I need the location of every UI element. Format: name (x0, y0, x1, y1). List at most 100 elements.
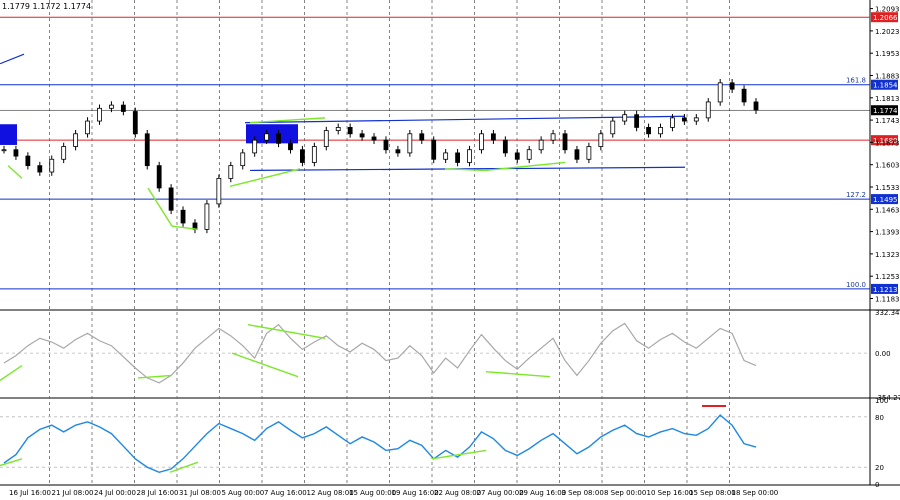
candle-body (37, 165, 43, 173)
candle-body (550, 133, 556, 141)
stoch-tick-label: 20 (875, 464, 884, 472)
candle-body (73, 133, 79, 147)
channel-upper-line (244, 115, 686, 124)
divergence-annotations (0, 53, 566, 473)
candle-body (204, 203, 210, 230)
stoch-tick-label: 0 (875, 481, 879, 489)
candle-body (1, 149, 7, 152)
stochastic-panel: 100 80 20 0 (3, 397, 888, 489)
stoch-divergence-line (169, 461, 199, 473)
candle-body (85, 120, 90, 135)
cci-line (3, 322, 757, 384)
fib-level-label: 127.2 (846, 191, 866, 199)
x-tick-label: 24 Jul 00:00 (94, 489, 136, 497)
y-tick-label: 1.2023 (875, 28, 900, 36)
fib-level-label: 100.0 (846, 281, 866, 289)
level-price-tag (871, 79, 898, 90)
candle-body (300, 149, 305, 163)
x-tick-label: 10 Sep 16:00 (647, 489, 694, 497)
candle-body (120, 104, 126, 112)
candle-body (347, 127, 353, 135)
y-tick-label: 1.1253 (875, 273, 900, 281)
cci-divergence-line (0, 364, 23, 381)
level-price-tag (871, 283, 898, 294)
candle-body (252, 139, 258, 154)
x-tick-label: 3 Sep 08:00 (562, 489, 604, 497)
price-series (1, 79, 759, 234)
x-tick-label: 29 Aug 16:00 (519, 489, 566, 497)
level-price-label: 1.2066 (873, 14, 898, 22)
candle-body (681, 117, 687, 122)
x-tick-label: 5 Aug 00:00 (222, 489, 265, 497)
x-tick-label: 18 Sep 00:00 (732, 489, 779, 497)
candle-body (490, 133, 496, 141)
candle-body (431, 139, 437, 160)
candle-body (514, 152, 520, 160)
candle-body (97, 107, 102, 122)
candle-body (693, 117, 699, 122)
candle-body (717, 82, 723, 103)
x-tick-label: 27 Aug 00:00 (477, 489, 524, 497)
cci-divergence-line (137, 374, 173, 379)
level-price-tag (871, 135, 898, 146)
y-tick-label: 1.1673 (875, 139, 900, 147)
candle-body (705, 101, 711, 119)
symbol-info: 1.1779 1.1772 1.1774 (2, 2, 91, 11)
cci-divergence-line (231, 352, 299, 378)
candle-body (264, 133, 270, 141)
candle-body (240, 152, 246, 167)
level-price-label: 1.1213 (873, 286, 898, 294)
level-price-tag (871, 12, 898, 23)
candle-body (574, 149, 580, 160)
level-price-label: 1.1680 (873, 137, 898, 145)
stoch-tick-label: 80 (875, 414, 884, 422)
y-tick-label: 1.1323 (875, 251, 900, 259)
candle-body (335, 127, 341, 132)
zone-box (0, 124, 17, 145)
candle-body (288, 142, 293, 151)
candle-body (526, 149, 532, 160)
candle-body (598, 133, 604, 147)
candle-body (383, 139, 389, 151)
divergence-line (484, 161, 566, 172)
axes: 16 Jul 16:00 21 Jul 08:00 24 Jul 00:00 28 J… (9, 6, 900, 497)
zone-box (246, 124, 298, 144)
candle-body (168, 187, 174, 211)
candle-body (729, 82, 735, 90)
candle-body (311, 146, 317, 163)
y-tick-label: 1.1533 (875, 184, 900, 192)
candle-body (132, 111, 138, 135)
cci-tick-label: 332.3467 (875, 309, 900, 317)
candle-body (228, 165, 234, 179)
x-tick-label: 15 Sep 08:00 (689, 489, 736, 497)
candle-body (371, 136, 377, 141)
candle-body (395, 149, 401, 154)
candle-body (753, 101, 759, 111)
fib-level-label: 161.8 (846, 77, 866, 85)
candle-body (61, 146, 67, 160)
y-tick-label: 1.1883 (875, 72, 900, 80)
candle-body (144, 133, 150, 167)
candle-body (407, 133, 413, 154)
x-tick-label: 16 Jul 16:00 (9, 489, 51, 497)
channel-lower-line (249, 166, 686, 172)
cci-divergence-line (247, 323, 326, 339)
candle-body (479, 133, 484, 151)
candle-body (276, 133, 281, 144)
stoch-tick-label: 100 (875, 397, 888, 405)
candle-body (323, 130, 329, 147)
candle-body (634, 114, 640, 128)
divergence-line (444, 168, 486, 172)
candle-body (109, 104, 114, 109)
stoch-divergence-line (0, 458, 23, 467)
y-tick-label: 1.1813 (875, 95, 900, 103)
cci-tick-label: 0.00 (875, 350, 891, 358)
candle-body (443, 152, 449, 160)
cci-panel: 332.3467 0.00 -354.279 (3, 309, 900, 402)
x-tick-label: 22 Aug 08:00 (434, 489, 481, 497)
x-tick-label: 19 Aug 16:00 (392, 489, 439, 497)
level-price-label: 1.1774 (873, 107, 898, 115)
candle-body (180, 209, 186, 224)
